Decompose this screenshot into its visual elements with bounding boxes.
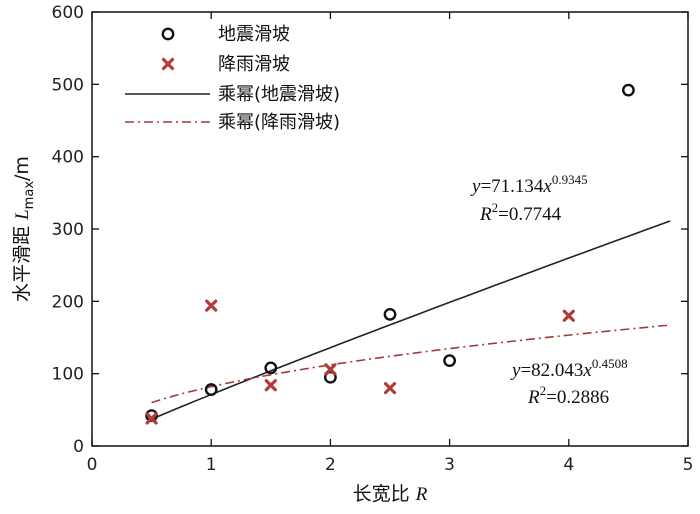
legend-marker-rainfall [161, 57, 175, 71]
earthquake-point [622, 83, 635, 97]
y-tick-label: 600 [52, 3, 84, 23]
rainfall-fit-r-squared: R2=0.2886 [527, 383, 609, 408]
y-axis-title: 水平滑距 Lmax/m [11, 156, 37, 302]
legend-label-earthquake: 地震滑坡 [218, 24, 290, 45]
earthquake-fit-r-squared: R2=0.7744 [479, 200, 562, 225]
legend-label-earthquake-fit: 乘幂(地震滑坡) [218, 84, 340, 105]
earthquake-point [145, 409, 159, 423]
rainfall-point [562, 309, 575, 322]
earthquake-point [264, 361, 278, 375]
earthquake-point [204, 383, 218, 396]
y-tick-label: 0 [73, 437, 84, 457]
y-tick-label: 500 [52, 75, 84, 95]
earthquake-fit-equation: y=71.134x0.9345 [470, 172, 588, 197]
earthquake-point [383, 307, 397, 321]
y-tick-label: 300 [52, 220, 84, 240]
rainfall-point [205, 299, 218, 312]
x-tick-label: 3 [444, 455, 455, 475]
x-tick-label: 0 [87, 455, 98, 475]
y-tick-label: 200 [52, 292, 84, 312]
legend-marker-earthquake [161, 27, 175, 41]
fit-line-rainfall [151, 324, 671, 404]
x-axis-title: 长宽比 R [353, 483, 428, 505]
earthquake-point [323, 370, 337, 384]
x-tick-label: 4 [563, 455, 574, 475]
rainfall-point [324, 363, 337, 376]
rainfall-point [383, 382, 397, 395]
earthquake-point [443, 354, 456, 368]
y-tick-label: 100 [52, 365, 84, 385]
plot-frame [91, 11, 689, 447]
fit-lines [151, 220, 671, 420]
legend-label-rainfall-fit: 乘幂(降雨滑坡) [218, 112, 340, 133]
rainfall-point [145, 412, 158, 425]
data-points [145, 83, 635, 425]
fit-equations: y=71.134x0.9345 R2=0.7744 y=82.043x0.4508R… [470, 172, 628, 408]
y-tick-label: 400 [52, 148, 84, 168]
rainfall-fit-equation: y=82.043x0.4508 [510, 356, 628, 381]
fit-line-earthquake [151, 220, 671, 420]
x-tick-label: 5 [683, 455, 694, 475]
rainfall-point [264, 379, 277, 392]
x-tick-label: 2 [325, 455, 336, 475]
legend-label-rainfall: 降雨滑坡 [218, 54, 290, 75]
x-tick-label: 1 [206, 455, 217, 475]
axes: 0 1 2 3 4 5 0 100 200 300 400 500 600 长宽比 R 水平滑距 Lmax/… [11, 3, 693, 505]
